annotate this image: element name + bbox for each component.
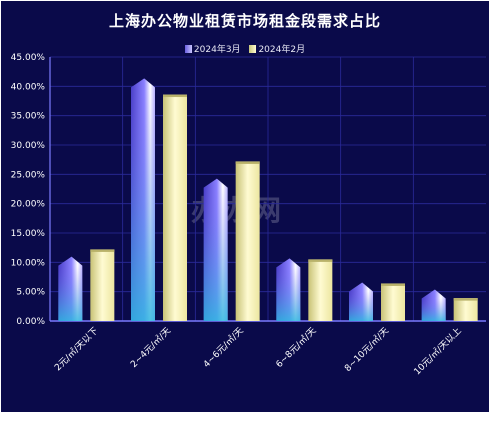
y-tick-label: 45.00%	[11, 53, 46, 63]
grid-lines	[50, 56, 486, 321]
y-tick-label: 15.00%	[11, 229, 46, 239]
bar-february-cap	[308, 259, 333, 262]
bar-march-shade	[131, 87, 155, 322]
y-tick-label: 30.00%	[11, 141, 46, 151]
axes	[49, 57, 486, 322]
legend-swatch-march	[184, 45, 192, 53]
legend-label-february: 2024年2月	[258, 45, 306, 55]
bar-february	[453, 298, 478, 321]
chart-title: 上海办公物业租赁市场租金段需求占比	[108, 12, 381, 30]
bars	[58, 78, 478, 322]
bar-february-cap	[235, 161, 260, 164]
bar-february	[90, 249, 115, 321]
bar-february	[235, 161, 260, 321]
legend-label-march: 2024年3月	[193, 45, 241, 55]
bar-february	[163, 94, 187, 322]
bar-february	[308, 259, 333, 321]
bar-february-cap	[90, 249, 115, 252]
y-tick-label: 5.00%	[16, 288, 45, 298]
legend-item-february[interactable]: 2024年2月	[249, 42, 305, 55]
bar-march-shade	[276, 267, 301, 321]
bar-february-cap	[381, 283, 405, 286]
y-tick-label: 20.00%	[11, 200, 46, 210]
x-tick-label: 4~6元/㎡/天	[201, 325, 246, 370]
bar-february-cap	[163, 94, 187, 98]
y-tick-label: 0.00%	[16, 317, 45, 327]
bar-march-shade	[421, 298, 446, 321]
x-tick-label: 10元/㎡/天以上	[412, 325, 464, 377]
x-tick-label: 2元/㎡/天以下	[53, 325, 101, 373]
bar-march-shade	[58, 265, 83, 321]
bar-march-shade	[203, 187, 228, 321]
y-tick-label: 25.00%	[11, 170, 46, 180]
x-tick-label: 2~4元/㎡/天	[129, 325, 174, 370]
y-tick-label: 35.00%	[11, 112, 46, 122]
y-tick-label: 10.00%	[11, 258, 46, 268]
x-tick-label: 8~10元/㎡/天	[342, 325, 391, 374]
x-tick-label: 6~8元/㎡/天	[274, 325, 319, 370]
bar-february	[381, 283, 405, 321]
legend-swatch-february	[249, 45, 257, 53]
legend: 2024年3月 2024年2月	[1, 42, 489, 55]
legend-item-march[interactable]: 2024年3月	[184, 42, 241, 55]
y-tick-label: 40.00%	[11, 82, 46, 92]
bar-march-shade	[349, 291, 373, 321]
bar-february-cap	[453, 298, 478, 301]
